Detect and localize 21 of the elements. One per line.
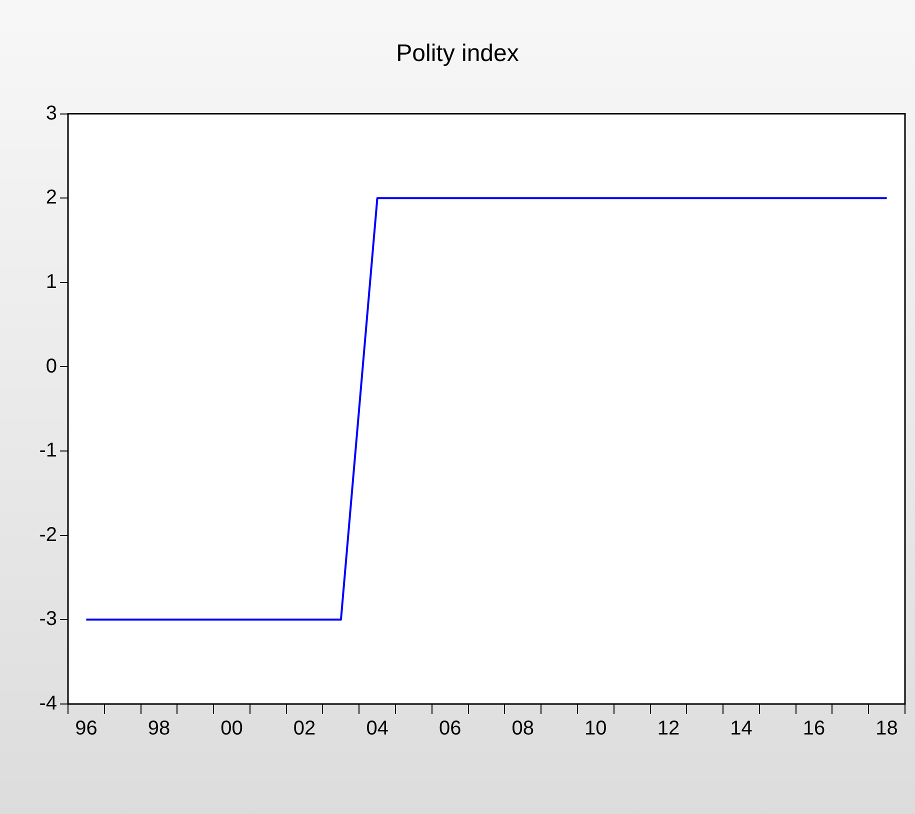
x-tick-label: 04 (366, 718, 388, 740)
y-tick-label: -3 (39, 608, 57, 630)
x-tick-label: 96 (75, 718, 98, 740)
x-tick-label: 14 (730, 718, 752, 740)
y-tick-label: -2 (39, 524, 57, 546)
x-tick-label: 02 (293, 718, 316, 740)
x-tick-label: 06 (438, 718, 462, 740)
y-tick-label: 1 (46, 270, 57, 293)
x-tick-label: 08 (512, 718, 534, 740)
x-tick-label: 00 (220, 718, 243, 740)
x-tick-label: 16 (802, 718, 826, 740)
y-tick-label: 3 (46, 102, 57, 124)
x-tick-label: 12 (657, 718, 680, 740)
x-tick-label: 18 (876, 718, 898, 740)
x-tick-label: 98 (148, 718, 170, 740)
y-tick-label: 0 (46, 355, 57, 378)
y-tick-label: -1 (39, 440, 57, 462)
y-tick-label: -4 (39, 692, 57, 715)
chart-title: Polity index (396, 40, 519, 68)
x-tick-label: 10 (584, 718, 607, 740)
y-tick-label: 2 (46, 186, 57, 209)
